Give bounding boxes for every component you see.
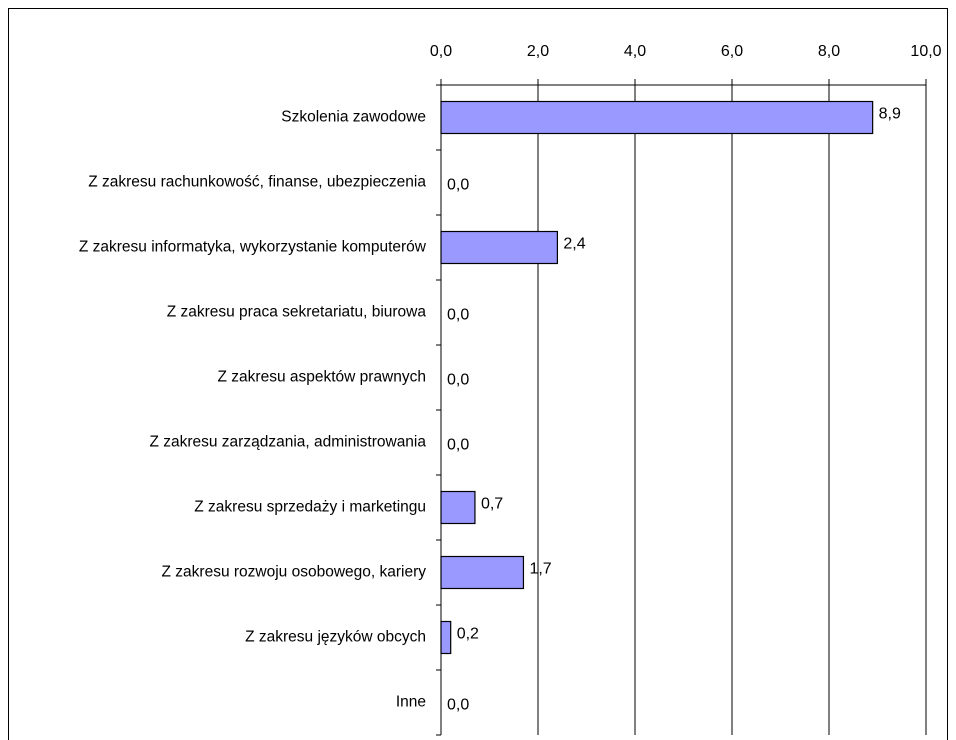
value-label: 0,0 xyxy=(447,372,469,389)
value-label: 2,4 xyxy=(563,236,585,253)
y-tick-label: Z zakresu zarządzania, administrowania xyxy=(149,434,426,451)
x-tick-label: 2,0 xyxy=(527,43,549,60)
y-tick-label: Szkolenia zawodowe xyxy=(281,109,426,126)
y-tick-label: Z zakresu rachunkowość, finanse, ubezpie… xyxy=(88,174,426,191)
value-label: 0,0 xyxy=(447,697,469,714)
value-label: 0,0 xyxy=(447,177,469,194)
x-tick-label: 4,0 xyxy=(624,43,646,60)
y-tick-label: Z zakresu sprzedaży i marketingu xyxy=(194,499,426,516)
y-tick-label: Inne xyxy=(396,694,426,711)
y-tick-label: Z zakresu języków obcych xyxy=(245,629,426,646)
value-label: 0,2 xyxy=(457,626,479,643)
bar xyxy=(440,100,874,135)
x-tick-label: 10,0 xyxy=(910,43,941,60)
x-tick-label: 0,0 xyxy=(430,43,452,60)
y-tick-label: Z zakresu aspektów prawnych xyxy=(218,369,426,386)
bar xyxy=(440,230,559,265)
value-label: 0,0 xyxy=(447,307,469,324)
bar xyxy=(440,490,476,525)
value-label: 0,7 xyxy=(481,496,503,513)
bar xyxy=(440,555,525,590)
y-tick-label: Z zakresu informatyka, wykorzystanie kom… xyxy=(79,239,427,256)
x-tick-label: 8,0 xyxy=(818,43,840,60)
value-label: 8,9 xyxy=(879,106,901,123)
chart-frame xyxy=(8,8,948,740)
value-label: 0,0 xyxy=(447,437,469,454)
x-tick-label: 6,0 xyxy=(721,43,743,60)
value-label: 1,7 xyxy=(529,561,551,578)
y-tick-label: Z zakresu praca sekretariatu, biurowa xyxy=(167,304,427,321)
y-tick-label: Z zakresu rozwoju osobowego, kariery xyxy=(162,564,427,581)
bar xyxy=(440,620,452,655)
